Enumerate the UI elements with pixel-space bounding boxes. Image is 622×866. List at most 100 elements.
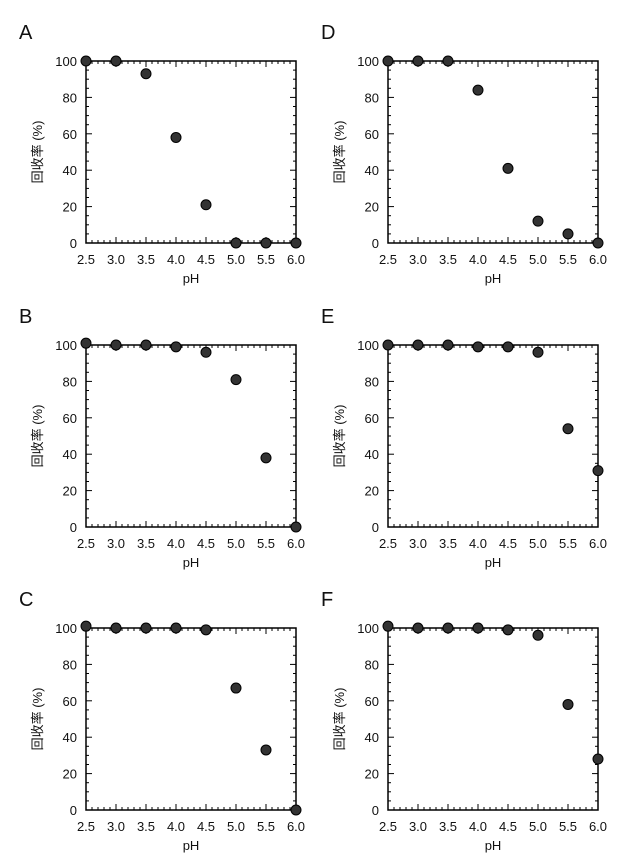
y-axis-title: 回收率 (%) <box>30 121 45 184</box>
x-tick-label: 3.0 <box>107 252 125 267</box>
y-tick-label: 40 <box>365 163 379 178</box>
data-point <box>442 339 454 351</box>
x-tick-label: 4.5 <box>499 252 517 267</box>
y-tick-label: 20 <box>365 767 379 782</box>
plot-frame <box>387 627 599 811</box>
y-tick-label: 20 <box>63 484 77 499</box>
x-tick-label: 3.5 <box>137 252 155 267</box>
panel-letter: F <box>321 589 333 611</box>
data-point <box>562 423 574 435</box>
x-tick-label: 4.0 <box>469 252 487 267</box>
data-point <box>80 620 92 632</box>
x-tick-label: 5.5 <box>559 536 577 551</box>
x-tick-label: 4.5 <box>499 536 517 551</box>
data-point <box>110 339 122 351</box>
y-tick-label: 40 <box>365 730 379 745</box>
y-tick-label: 80 <box>365 374 379 389</box>
x-axis-title: pH <box>485 271 502 286</box>
data-point <box>532 629 544 641</box>
x-tick-label: 5.5 <box>257 536 275 551</box>
y-tick-label: 40 <box>365 447 379 462</box>
data-point <box>200 199 212 211</box>
x-tick-label: 3.0 <box>409 252 427 267</box>
data-point <box>382 55 394 67</box>
x-tick-label: 2.5 <box>77 819 95 834</box>
data-point <box>592 753 604 765</box>
x-axis-title: pH <box>485 555 502 570</box>
x-tick-label: 5.5 <box>257 252 275 267</box>
y-tick-label: 100 <box>55 338 77 353</box>
x-tick-label: 4.0 <box>167 252 185 267</box>
panel-d: D 2.5 3.0 3.5 4.0 4.5 5.0 5.5 6.0 0 20 40 60 80 100 pH 回… <box>321 22 607 286</box>
data-point <box>230 374 242 386</box>
data-point <box>140 622 152 634</box>
data-point <box>260 237 272 249</box>
y-axis-title: 回收率 (%) <box>332 121 347 184</box>
data-point <box>140 68 152 80</box>
data-point <box>140 339 152 351</box>
data-point <box>110 622 122 634</box>
y-tick-label: 60 <box>63 127 77 142</box>
y-tick-label: 20 <box>365 200 379 215</box>
y-tick-label: 60 <box>365 127 379 142</box>
x-tick-label: 4.0 <box>469 536 487 551</box>
panel-a: A 2.5 3.0 3.5 4.0 4.5 5.0 5.5 6.0 0 20 40 60 80 100 pH 回… <box>19 22 305 286</box>
y-tick-label: 100 <box>55 621 77 636</box>
x-axis-title: pH <box>183 838 200 853</box>
y-tick-label: 80 <box>63 90 77 105</box>
data-point <box>532 346 544 358</box>
data-point <box>170 131 182 143</box>
data-point <box>170 341 182 353</box>
data-point <box>80 55 92 67</box>
x-tick-label: 3.0 <box>107 536 125 551</box>
plot-frame <box>387 60 599 244</box>
data-point <box>502 341 514 353</box>
x-tick-label: 6.0 <box>589 819 607 834</box>
panel-e: E 2.5 3.0 3.5 4.0 4.5 5.0 5.5 6.0 0 20 40 60 80 100 pH 回… <box>321 306 607 570</box>
x-tick-label: 3.5 <box>439 819 457 834</box>
x-tick-label: 2.5 <box>379 536 397 551</box>
plot-frame <box>85 627 297 811</box>
y-tick-label: 0 <box>70 803 77 818</box>
x-tick-label: 5.0 <box>529 819 547 834</box>
y-tick-label: 0 <box>70 236 77 251</box>
y-axis-title: 回收率 (%) <box>30 405 45 468</box>
y-tick-label: 100 <box>55 54 77 69</box>
x-axis-title: pH <box>485 838 502 853</box>
panel-letter: A <box>19 22 33 44</box>
plot-frame <box>85 344 297 528</box>
data-point <box>532 215 544 227</box>
data-point <box>200 624 212 636</box>
x-tick-label: 2.5 <box>77 536 95 551</box>
data-point <box>502 624 514 636</box>
x-tick-label: 4.0 <box>167 536 185 551</box>
data-point <box>442 55 454 67</box>
y-tick-label: 0 <box>372 520 379 535</box>
x-tick-label: 5.0 <box>227 536 245 551</box>
data-point <box>290 521 302 533</box>
x-tick-label: 3.5 <box>439 536 457 551</box>
y-tick-label: 100 <box>357 54 379 69</box>
x-tick-label: 4.0 <box>167 819 185 834</box>
data-point <box>382 620 394 632</box>
data-point <box>382 339 394 351</box>
panel-letter: C <box>19 589 33 611</box>
y-tick-label: 40 <box>63 163 77 178</box>
panel-letter: E <box>321 306 334 328</box>
x-tick-label: 5.0 <box>529 536 547 551</box>
data-point <box>412 622 424 634</box>
y-tick-label: 80 <box>63 374 77 389</box>
x-tick-label: 6.0 <box>287 536 305 551</box>
data-point <box>562 698 574 710</box>
data-point <box>472 84 484 96</box>
y-axis-title: 回收率 (%) <box>332 405 347 468</box>
y-axis-title: 回收率 (%) <box>30 688 45 751</box>
data-point <box>260 452 272 464</box>
x-tick-label: 4.5 <box>197 252 215 267</box>
x-tick-label: 6.0 <box>287 819 305 834</box>
x-tick-label: 4.0 <box>469 819 487 834</box>
data-point <box>592 465 604 477</box>
x-tick-label: 4.5 <box>197 819 215 834</box>
data-point <box>80 337 92 349</box>
x-tick-label: 3.0 <box>107 819 125 834</box>
